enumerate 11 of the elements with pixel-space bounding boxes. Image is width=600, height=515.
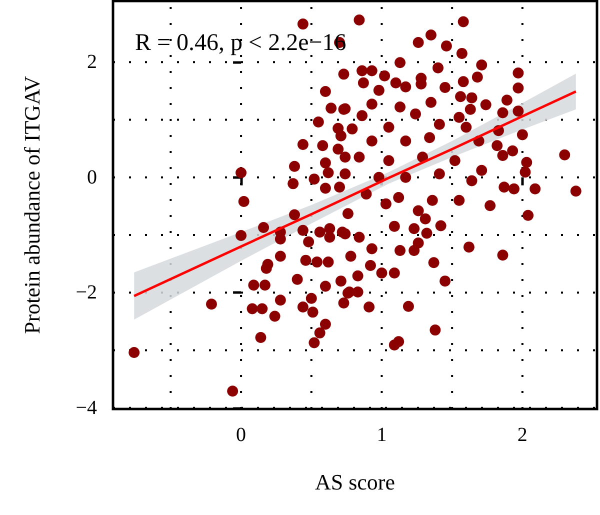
x-tick-label: 1 (376, 424, 387, 446)
y-tick-label: −4 (76, 396, 97, 419)
x-tick-label: 2 (517, 424, 528, 446)
y-tick-label: 2 (87, 51, 97, 74)
x-axis-title: AS score (314, 470, 396, 494)
line-series (132, 90, 578, 298)
y-tick-label: −2 (76, 282, 97, 304)
x-tick-label: 0 (236, 424, 246, 446)
y-axis-title: Protein abundance of ITGAV (20, 76, 44, 334)
annotation: R = 0.46, p < 2.2e−16 (135, 30, 346, 56)
y-tick-label: 0 (87, 166, 97, 188)
